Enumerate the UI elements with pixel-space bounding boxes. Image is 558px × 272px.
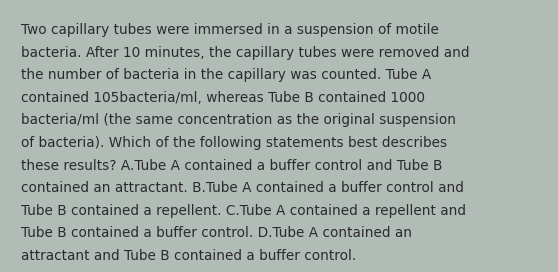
- Text: bacteria. After 10 minutes, the capillary tubes were removed and: bacteria. After 10 minutes, the capillar…: [21, 46, 470, 60]
- Text: Tube B contained a repellent. C.Tube A contained a repellent and: Tube B contained a repellent. C.Tube A c…: [21, 204, 466, 218]
- Text: Two capillary tubes were immersed in a suspension of motile: Two capillary tubes were immersed in a s…: [21, 23, 439, 37]
- Text: contained an attractant. B.Tube A contained a buffer control and: contained an attractant. B.Tube A contai…: [21, 181, 464, 195]
- Text: of bacteria). Which of the following statements best describes: of bacteria). Which of the following sta…: [21, 136, 448, 150]
- Text: Tube B contained a buffer control. D.Tube A contained an: Tube B contained a buffer control. D.Tub…: [21, 226, 412, 240]
- Text: attractant and Tube B contained a buffer control.: attractant and Tube B contained a buffer…: [21, 249, 357, 263]
- Text: these results? A.Tube A contained a buffer control and Tube B: these results? A.Tube A contained a buff…: [21, 159, 442, 172]
- Text: contained 105bacteria/ml, whereas Tube B contained 1000: contained 105bacteria/ml, whereas Tube B…: [21, 91, 425, 105]
- Text: the number of bacteria in the capillary was counted. Tube A: the number of bacteria in the capillary …: [21, 68, 431, 82]
- Text: bacteria/ml (the same concentration as the original suspension: bacteria/ml (the same concentration as t…: [21, 113, 456, 127]
